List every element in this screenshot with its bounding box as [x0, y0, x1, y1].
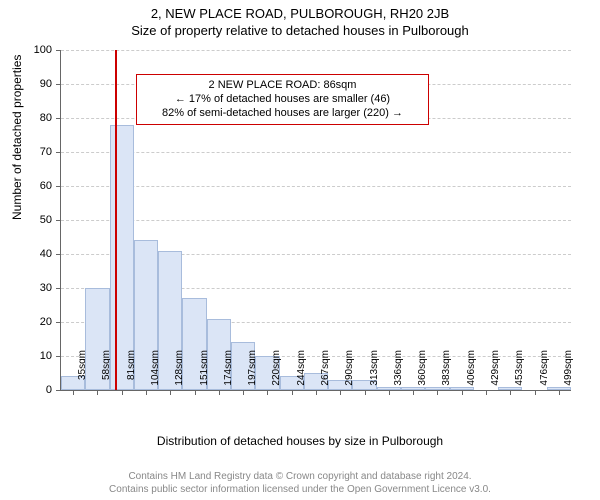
xtick-mark — [170, 390, 171, 395]
xtick-mark — [559, 390, 560, 395]
ytick-label: 70 — [0, 146, 52, 158]
annotation-line: 82% of semi-detached houses are larger (… — [145, 106, 420, 120]
ytick-label: 90 — [0, 78, 52, 90]
annotation-callout: 2 NEW PLACE ROAD: 86sqm← 17% of detached… — [136, 74, 429, 125]
xtick-mark — [535, 390, 536, 395]
ytick-label: 30 — [0, 282, 52, 294]
chart-title-line2: Size of property relative to detached ho… — [0, 21, 600, 38]
footer-attribution: Contains HM Land Registry data © Crown c… — [0, 470, 600, 496]
ytick-mark — [56, 220, 61, 221]
xtick-label: 406sqm — [466, 350, 477, 395]
annotation-line: ← 17% of detached houses are smaller (46… — [145, 92, 420, 106]
xtick-mark — [97, 390, 98, 395]
ytick-mark — [56, 322, 61, 323]
gridline — [61, 50, 571, 52]
footer-line2: Contains public sector information licen… — [0, 483, 600, 496]
xtick-mark — [510, 390, 511, 395]
xtick-label: 453sqm — [514, 350, 525, 395]
reference-marker-line — [115, 50, 117, 390]
chart-container: 35sqm58sqm81sqm104sqm128sqm151sqm174sqm1… — [60, 50, 570, 390]
xtick-label: 499sqm — [563, 350, 574, 395]
ytick-mark — [56, 356, 61, 357]
ytick-mark — [56, 390, 61, 391]
ytick-mark — [56, 118, 61, 119]
ytick-label: 60 — [0, 180, 52, 192]
xtick-mark — [292, 390, 293, 395]
footer-line1: Contains HM Land Registry data © Crown c… — [0, 470, 600, 483]
ytick-mark — [56, 288, 61, 289]
ytick-label: 0 — [0, 384, 52, 396]
xtick-mark — [340, 390, 341, 395]
ytick-mark — [56, 254, 61, 255]
xtick-mark — [365, 390, 366, 395]
chart-title-line1: 2, NEW PLACE ROAD, PULBOROUGH, RH20 2JB — [0, 0, 600, 21]
ytick-label: 50 — [0, 214, 52, 226]
ytick-label: 80 — [0, 112, 52, 124]
plot-area: 35sqm58sqm81sqm104sqm128sqm151sqm174sqm1… — [60, 50, 571, 391]
ytick-label: 20 — [0, 316, 52, 328]
xtick-mark — [243, 390, 244, 395]
xtick-mark — [316, 390, 317, 395]
ytick-label: 100 — [0, 44, 52, 56]
xtick-mark — [122, 390, 123, 395]
x-axis-label: Distribution of detached houses by size … — [0, 434, 600, 448]
ytick-label: 10 — [0, 350, 52, 362]
gridline — [61, 186, 571, 188]
ytick-mark — [56, 50, 61, 51]
annotation-line: 2 NEW PLACE ROAD: 86sqm — [145, 78, 420, 92]
xtick-mark — [219, 390, 220, 395]
xtick-mark — [486, 390, 487, 395]
xtick-mark — [389, 390, 390, 395]
gridline — [61, 220, 571, 222]
xtick-mark — [462, 390, 463, 395]
ytick-mark — [56, 84, 61, 85]
xtick-mark — [437, 390, 438, 395]
ytick-label: 40 — [0, 248, 52, 260]
xtick-mark — [73, 390, 74, 395]
ytick-mark — [56, 152, 61, 153]
gridline — [61, 152, 571, 154]
xtick-mark — [267, 390, 268, 395]
xtick-mark — [146, 390, 147, 395]
xtick-mark — [413, 390, 414, 395]
xtick-mark — [195, 390, 196, 395]
ytick-mark — [56, 186, 61, 187]
